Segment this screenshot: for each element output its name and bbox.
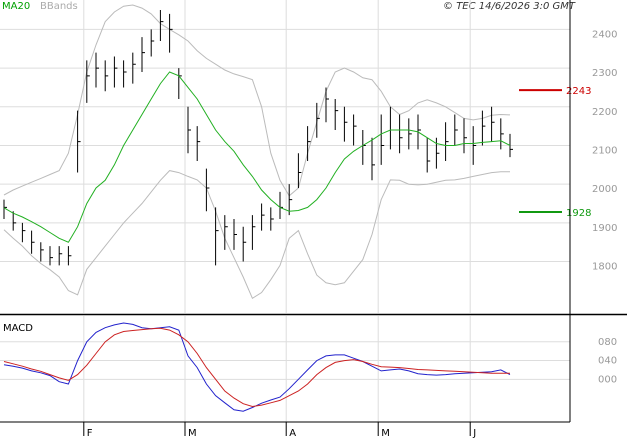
ma-line — [3, 71, 511, 243]
x-tick-label: A — [289, 428, 296, 439]
price-bar — [463, 118, 467, 154]
y-tick-label: 080 — [598, 337, 617, 348]
y-tick-label: 2400 — [592, 29, 617, 40]
price-bar — [77, 110, 81, 173]
price-bar — [169, 13, 173, 53]
legend-entry: BBands — [40, 1, 78, 12]
price-bar — [123, 60, 127, 88]
macd-line — [3, 327, 510, 408]
price-bar — [334, 99, 339, 130]
price-bar — [86, 60, 90, 103]
price-bar — [380, 114, 385, 165]
y-tick-label: 2300 — [592, 68, 617, 79]
x-tick-label: F — [87, 428, 93, 439]
price-bar — [159, 10, 164, 42]
price-bar — [316, 102, 320, 138]
price-bar — [31, 230, 35, 254]
price-bar — [500, 118, 504, 150]
legend-entry: MA20 — [2, 1, 30, 12]
price-bar — [21, 222, 26, 243]
price-bar — [3, 199, 7, 219]
price-bar — [426, 137, 431, 173]
price-bar — [399, 114, 403, 154]
level-label: 1928 — [566, 208, 591, 219]
price-bar — [472, 126, 477, 165]
price-bar — [104, 60, 109, 92]
price-bar — [67, 246, 72, 266]
price-bar — [205, 168, 210, 212]
level-label: 2243 — [566, 86, 591, 97]
price-bar — [132, 52, 136, 84]
price-bar — [325, 87, 329, 123]
price-bar — [95, 52, 99, 88]
y-tick-label: 2000 — [592, 184, 617, 195]
x-tick-label: J — [472, 428, 476, 439]
price-bar — [251, 215, 256, 250]
price-bar — [288, 184, 293, 216]
price-bar — [141, 37, 145, 72]
price-bar — [233, 218, 237, 250]
y-tick-label: 2200 — [592, 107, 617, 118]
price-bar — [261, 203, 265, 231]
y-tick-label: 2100 — [592, 145, 617, 156]
x-tick-label: M — [188, 428, 197, 439]
price-bar — [454, 114, 458, 146]
price-bar — [224, 215, 228, 250]
price-bar — [491, 106, 495, 142]
price-bar — [297, 153, 302, 189]
price-bar — [445, 122, 449, 161]
panel-title: MACD — [3, 323, 33, 334]
price-bar — [343, 106, 348, 142]
x-tick-label: M — [381, 428, 390, 439]
price-bar — [58, 246, 63, 266]
y-tick-label: 040 — [598, 356, 617, 367]
price-bar — [481, 110, 486, 146]
y-tick-label: 000 — [598, 374, 617, 385]
price-bar — [40, 242, 44, 262]
price-bar — [270, 207, 274, 231]
band-lower — [3, 170, 510, 300]
price-bar — [408, 118, 412, 150]
price-bar — [242, 226, 247, 262]
price-bar — [215, 207, 219, 266]
price-bar — [12, 211, 17, 231]
price-bar — [113, 56, 118, 88]
price-bar — [187, 106, 191, 154]
price-bar — [150, 29, 155, 57]
band-upper — [3, 4, 511, 197]
price-bar — [196, 126, 201, 161]
attribution: © TEC 14/6/2026 3:0 GMT — [443, 1, 576, 12]
price-bar — [307, 126, 311, 161]
y-tick-label: 1900 — [592, 223, 617, 234]
price-bar — [435, 137, 440, 169]
price-bar — [371, 137, 375, 181]
price-bar — [49, 246, 53, 266]
price-bar — [353, 114, 357, 146]
y-tick-label: 1800 — [592, 262, 617, 273]
